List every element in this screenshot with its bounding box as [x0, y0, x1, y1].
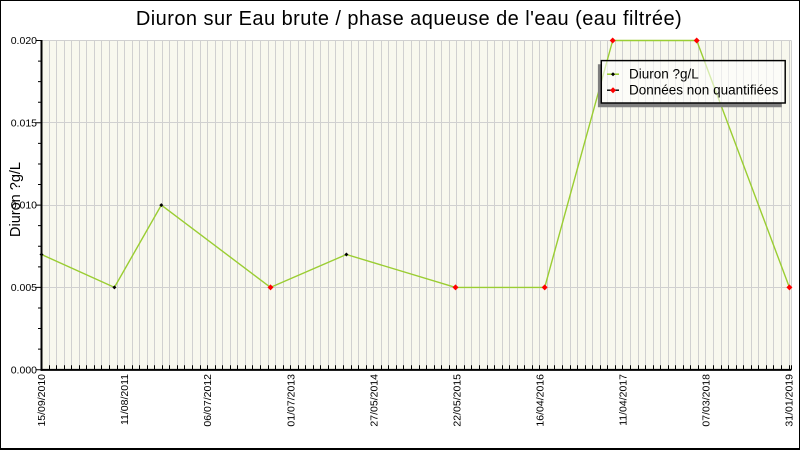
svg-text:0.000: 0.000 — [11, 364, 37, 376]
svg-text:01/07/2013: 01/07/2013 — [285, 374, 297, 427]
svg-text:0.005: 0.005 — [11, 282, 37, 294]
svg-text:Données non quantifiées: Données non quantifiées — [629, 83, 779, 98]
svg-text:0.010: 0.010 — [11, 200, 37, 212]
svg-text:16/04/2016: 16/04/2016 — [535, 374, 547, 427]
svg-text:0.020: 0.020 — [11, 35, 37, 47]
svg-text:27/05/2014: 27/05/2014 — [368, 374, 380, 427]
svg-text:0.015: 0.015 — [11, 117, 37, 129]
svg-text:07/03/2018: 07/03/2018 — [701, 374, 713, 427]
svg-text:11/08/2011: 11/08/2011 — [119, 374, 131, 425]
svg-text:Diuron ?g/L: Diuron ?g/L — [8, 162, 24, 237]
svg-text:31/01/2019: 31/01/2019 — [784, 374, 796, 427]
svg-text:22/05/2015: 22/05/2015 — [451, 374, 463, 427]
svg-text:Diuron sur Eau brute / phase a: Diuron sur Eau brute / phase aqueuse de … — [136, 8, 682, 30]
svg-text:Diuron ?g/L: Diuron ?g/L — [629, 67, 699, 82]
svg-text:11/04/2017: 11/04/2017 — [618, 374, 630, 426]
svg-text:15/09/2010: 15/09/2010 — [36, 374, 48, 427]
svg-text:06/07/2012: 06/07/2012 — [202, 374, 214, 427]
